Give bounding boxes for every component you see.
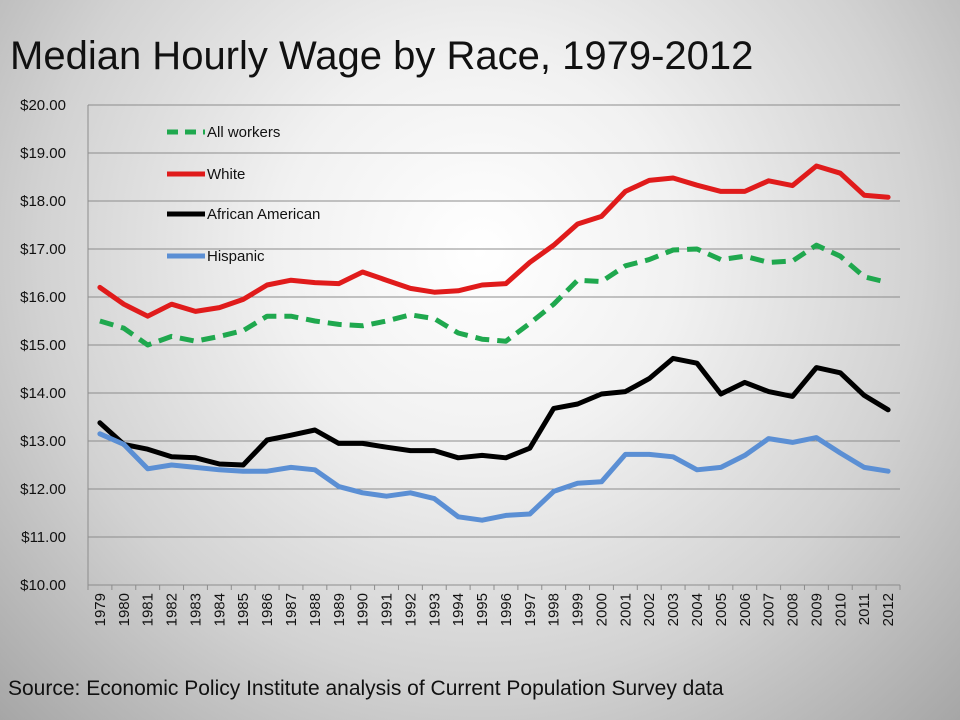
- x-tick-label: 1982: [164, 593, 181, 626]
- x-tick-label: 1997: [522, 593, 539, 626]
- y-tick-label: $11.00: [21, 529, 66, 546]
- x-tick-label: 1995: [474, 593, 491, 626]
- x-tick-label: 1985: [235, 593, 252, 626]
- legend-label-african-american: African American: [207, 206, 320, 223]
- source-note: Source: Economic Policy Institute analys…: [8, 677, 724, 700]
- x-tick-label: 1994: [450, 593, 467, 626]
- y-tick-label: $15.00: [20, 337, 66, 354]
- x-tick-label: 2010: [832, 593, 849, 626]
- x-tick-label: 1992: [402, 593, 419, 626]
- x-tick-label: 2001: [617, 593, 634, 626]
- x-tick-label: 2007: [761, 593, 778, 626]
- x-tick-label: 2009: [808, 593, 825, 626]
- y-tick-label: $18.00: [20, 193, 66, 210]
- legend-label-white: White: [207, 166, 245, 183]
- axes: [87, 105, 901, 590]
- series-lines: [97, 163, 891, 523]
- x-axis-tick-labels: 1979 1980 1981 1982 1983 1984 1985 1986 1987 1988…: [92, 593, 897, 626]
- y-tick-label: $14.00: [20, 385, 66, 402]
- legend-label-all-workers: All workers: [207, 124, 280, 141]
- x-tick-label: 1993: [426, 593, 443, 626]
- y-axis-tick-labels: $10.00 $11.00 $12.00 $13.00 $14.00 $15.00 $16.…: [20, 97, 66, 594]
- x-tick-label: 1986: [259, 593, 276, 626]
- x-tick-label: 1999: [570, 593, 587, 626]
- x-tick-label: 1998: [546, 593, 563, 626]
- series-line-hispanic: [97, 431, 891, 523]
- grid-lines: [88, 104, 900, 538]
- x-tick-label: 1987: [283, 593, 300, 626]
- y-tick-label: $12.00: [20, 481, 66, 498]
- x-tick-label: 1983: [187, 593, 204, 626]
- x-tick-label: 1989: [331, 593, 348, 626]
- x-tick-label: 2002: [641, 593, 658, 626]
- x-tick-label: 1981: [140, 593, 157, 626]
- x-tick-label: 1984: [211, 593, 228, 626]
- x-tick-label: 1979: [92, 593, 109, 626]
- x-tick-label: 2000: [593, 593, 610, 626]
- x-tick-label: 2008: [785, 593, 802, 626]
- x-tick-label: 2005: [713, 593, 730, 626]
- y-tick-label: $20.00: [20, 97, 66, 114]
- x-tick-label: 1996: [498, 593, 515, 626]
- legend: All workers White African American Hispanic: [167, 124, 320, 265]
- x-tick-label: 1988: [307, 593, 324, 626]
- y-tick-label: $17.00: [20, 241, 66, 258]
- x-tick-label: 2006: [737, 593, 754, 626]
- x-tick-label: 2011: [856, 593, 873, 625]
- y-tick-label: $10.00: [20, 577, 66, 594]
- series-line-all-workers: [99, 242, 889, 348]
- series-line-white: [97, 163, 891, 319]
- x-tick-label: 2012: [880, 593, 897, 626]
- y-tick-label: $16.00: [20, 289, 66, 306]
- legend-label-hispanic: Hispanic: [207, 248, 265, 265]
- series-line-african-american: [97, 355, 891, 468]
- y-tick-label: $19.00: [20, 145, 66, 162]
- x-tick-label: 2003: [665, 593, 682, 626]
- x-tick-label: 2004: [689, 593, 706, 626]
- x-tick-label: 1980: [116, 593, 133, 626]
- y-tick-label: $13.00: [20, 433, 66, 450]
- x-tick-label: 1990: [355, 593, 372, 626]
- chart-title: Median Hourly Wage by Race, 1979-2012: [10, 34, 754, 78]
- x-tick-label: 1991: [379, 593, 396, 626]
